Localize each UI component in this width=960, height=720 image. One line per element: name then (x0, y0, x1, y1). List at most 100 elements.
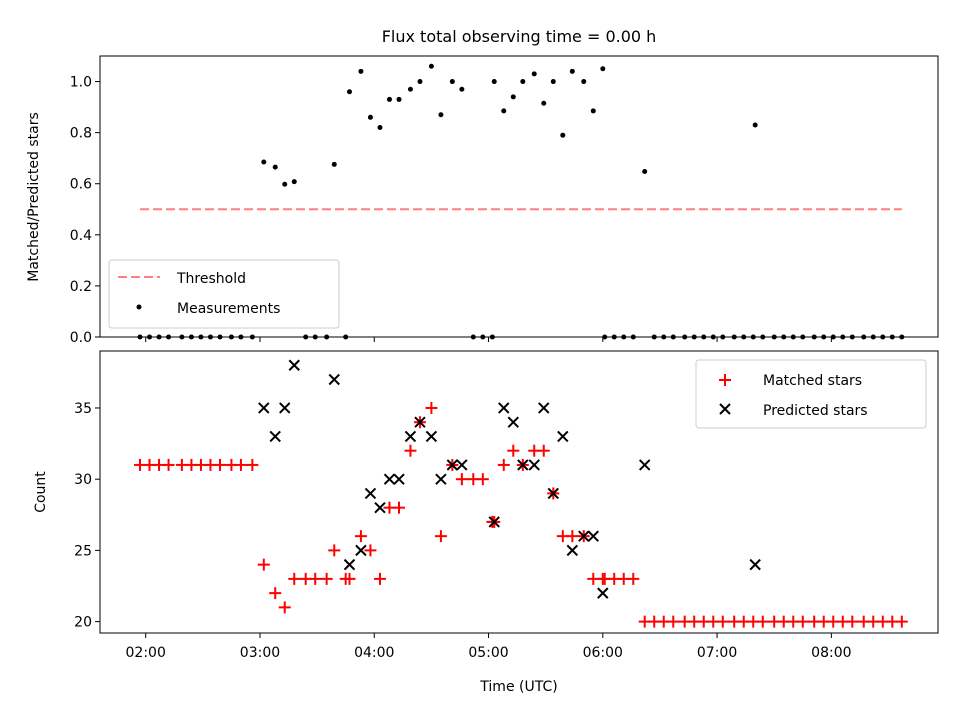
matched-star-point (246, 458, 259, 471)
measurement-point (520, 79, 526, 85)
matched-star-point (328, 544, 341, 557)
matched-star-point (234, 458, 247, 471)
top-y-tick-label: 0.4 (70, 228, 92, 244)
measurements-legend-swatch (136, 304, 142, 310)
matched-star-point (667, 615, 680, 628)
measurement-point (346, 89, 352, 95)
matched-star-point (537, 444, 550, 457)
matched-star-point (213, 458, 226, 471)
x-tick-label: 08:00 (811, 645, 851, 661)
bottom-legend: Matched stars Predicted stars (695, 359, 927, 429)
x-axis-label: Time (UTC) (479, 679, 557, 695)
predicted-legend-swatch (719, 403, 731, 415)
top-y-ticks: 0.0 0.2 0.4 0.6 0.8 1.0 (70, 75, 100, 346)
matched-star-point (343, 572, 356, 585)
predicted-star-point (488, 516, 500, 528)
predicted-star-point (547, 487, 559, 500)
bottom-marks (133, 359, 908, 628)
predicted-star-point (355, 544, 367, 557)
predicted-star-point (374, 501, 386, 514)
matched-star-point (257, 558, 270, 571)
measurement-point (541, 100, 547, 106)
measurements-legend-label: Measurements (177, 301, 280, 317)
x-tick-label: 07:00 (697, 645, 737, 661)
measurement-point (407, 86, 413, 92)
measurement-point (581, 79, 587, 85)
predicted-star-point (749, 558, 761, 571)
matched-star-point (716, 615, 729, 628)
measurement-point (560, 132, 566, 138)
predicted-star-point (538, 402, 550, 414)
measurement-point (291, 179, 297, 185)
measurement-point (386, 96, 392, 102)
predicted-star-point (425, 430, 438, 443)
matched-star-point (354, 530, 367, 543)
matched-star-point (404, 444, 417, 457)
top-panel: 0.0 0.2 0.4 0.6 0.8 1.0 Matched/Predicted sta… (26, 55, 939, 346)
predicted-legend-label: Predicted stars (763, 403, 868, 419)
measurement-point (569, 68, 575, 74)
matched-star-point (393, 501, 406, 514)
matched-star-point (309, 572, 322, 585)
matched-star-point (846, 615, 859, 628)
top-legend-frame (108, 259, 340, 329)
predicted-star-point (328, 373, 340, 386)
predicted-star-point (498, 402, 510, 414)
matched-legend-label: Matched stars (763, 373, 862, 389)
matched-legend-swatch (719, 374, 731, 386)
bottom-axes-frame (99, 350, 939, 634)
chart-title: Flux total observing time = 0.00 h (382, 27, 657, 46)
matched-star-point (895, 615, 908, 628)
top-y-axis-label: Matched/Predicted stars (26, 112, 42, 282)
matched-star-point (434, 530, 447, 543)
measurement-point (550, 79, 556, 85)
top-y-tick-label: 0.0 (70, 330, 92, 346)
measurement-point (590, 108, 596, 114)
measurement-point (642, 168, 648, 174)
top-x-ticks (145, 337, 832, 342)
predicted-star-point (279, 402, 291, 414)
matched-star-point (288, 572, 301, 585)
bottom-y-tick-label: 30 (74, 472, 92, 488)
measurement-point (459, 86, 465, 92)
predicted-star-point (446, 459, 459, 471)
predicted-star-point (364, 487, 377, 500)
measurement-point (282, 181, 288, 187)
top-y-tick-label: 0.6 (70, 177, 92, 193)
matched-star-point (425, 401, 438, 414)
top-legend: Threshold Measurements (108, 259, 340, 329)
measurement-point (600, 66, 606, 72)
predicted-star-point (288, 359, 300, 371)
predicted-star-point (414, 416, 426, 428)
predicted-star-point (269, 430, 281, 443)
predicted-star-point (507, 416, 519, 428)
matched-star-point (373, 572, 386, 585)
measurement-point (752, 122, 758, 128)
x-tick-label: 04:00 (354, 645, 394, 661)
measurement-point (438, 112, 444, 118)
predicted-star-point (587, 530, 599, 542)
predicted-star-point (343, 558, 356, 571)
top-axes-frame (99, 55, 939, 338)
measurement-point (491, 79, 497, 85)
measurement-point (261, 159, 267, 165)
top-y-tick-label: 1.0 (70, 75, 92, 91)
measurement-point (428, 63, 434, 69)
matched-star-point (162, 458, 175, 471)
predicted-star-point (383, 473, 396, 485)
predicted-star-point (393, 473, 405, 485)
measurement-point (501, 108, 507, 114)
matched-star-point (364, 544, 377, 557)
bottom-y-axis-label: Count (33, 471, 49, 513)
measurement-point (417, 79, 423, 85)
measurement-point (358, 68, 364, 74)
predicted-star-point (404, 430, 417, 443)
top-marks (137, 63, 905, 340)
matched-star-point (455, 473, 468, 486)
bottom-y-tick-label: 20 (74, 615, 92, 631)
x-tick-label: 05:00 (468, 645, 508, 661)
threshold-legend-label: Threshold (176, 271, 246, 287)
measurement-point (531, 71, 537, 77)
measurement-point (510, 94, 516, 100)
